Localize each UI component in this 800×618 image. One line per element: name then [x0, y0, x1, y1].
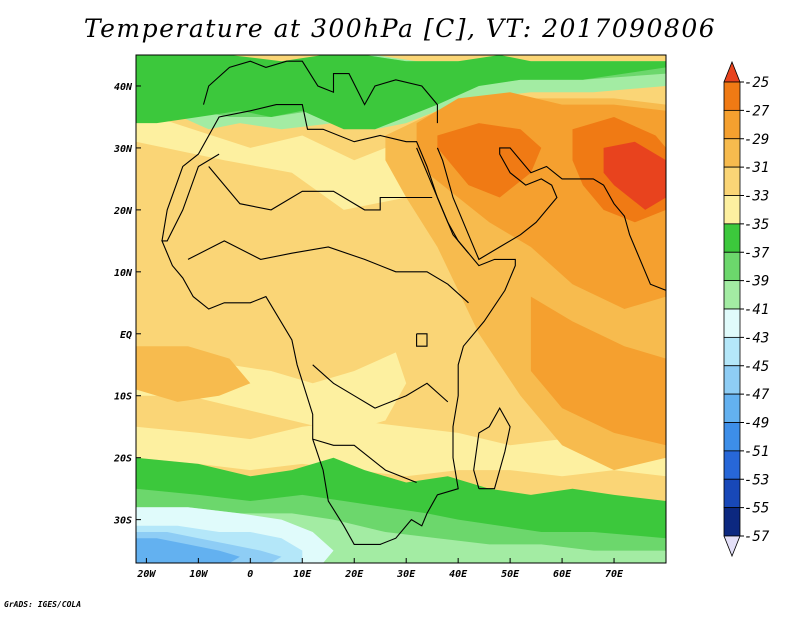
temperature-region-1 [136, 110, 417, 210]
colorbar-swatch [723, 422, 741, 452]
colorbar-swatch [723, 308, 741, 338]
colorbar-label: -41 [744, 302, 769, 318]
colorbar-swatch [723, 336, 741, 367]
x-tick-label: 40E [449, 569, 468, 580]
y-tick-label: 20N [113, 206, 133, 217]
colorbar-label: -55 [744, 501, 769, 517]
colorbar-bottom-arrow [723, 535, 741, 558]
colorbar-label: -39 [744, 274, 769, 290]
y-axis: 40N 30N 20N 10N EQ 10S 20S 30S [113, 82, 141, 527]
colorbar-swatch [723, 166, 741, 196]
colorbar-swatch [723, 280, 741, 310]
y-tick-label: 40N [114, 82, 133, 93]
colorbar-label: -29 [744, 132, 769, 148]
x-tick-label: 20W [136, 569, 156, 580]
country-borders-sa [312, 438, 417, 484]
colorbar-swatch [723, 450, 741, 480]
red-sea-west [416, 147, 469, 254]
temperature-region-20 [603, 141, 666, 210]
colorbar-label: -35 [744, 217, 769, 233]
colorbar-swatch [723, 195, 741, 225]
colorbar-label: -31 [744, 160, 769, 176]
colorbar-label: -45 [744, 359, 769, 375]
x-tick-label: 60E [553, 569, 572, 580]
colorbar-swatch [723, 507, 741, 537]
y-tick-label: EQ [120, 330, 132, 341]
x-tick-label: 50E [501, 569, 520, 580]
lake-victoria [416, 333, 428, 347]
y-tick-label: 10N [114, 268, 133, 279]
y-tick-label: 30S [113, 516, 132, 527]
colorbar-label: -57 [744, 529, 770, 545]
chart-title: Temperature at 300hPa [C], VT: 201709080… [83, 14, 717, 43]
y-tick-label: 10S [114, 392, 132, 403]
colorbar-top-arrow [723, 60, 741, 83]
x-tick-label: 20E [344, 569, 364, 580]
colorbar-label: -53 [744, 472, 769, 488]
country-borders-s [312, 364, 449, 409]
plot-frame [135, 54, 667, 564]
colorbar-label: -27 [744, 103, 770, 119]
temperature-region-4 [136, 55, 666, 130]
temperature-region-17 [530, 296, 666, 446]
temperature-region-18 [437, 123, 542, 198]
x-tick-label: 10W [189, 569, 208, 580]
x-tick-label: 0 [247, 569, 253, 580]
y-tick-label: 20S [113, 454, 132, 465]
country-borders-n [208, 166, 433, 211]
colorbar-label: -51 [744, 444, 769, 460]
colorbar-label: -25 [744, 75, 769, 91]
temperature-region-15 [136, 346, 251, 402]
country-borders-c [187, 240, 469, 304]
colorbar-swatch [723, 393, 741, 423]
colorbar-label: -43 [744, 330, 769, 346]
colorbar-swatch [723, 138, 741, 168]
temperature-region-13 [136, 538, 240, 563]
temperature-region-6 [136, 420, 666, 477]
colorbar: -25 -27 -29 -31 -33 -35 -37 -39 -41 -43 -45 -47 -49 -… [723, 60, 770, 558]
colorbar-swatch [723, 478, 741, 509]
colorbar-swatch [723, 365, 741, 395]
colorbar-label: -33 [744, 189, 769, 205]
mediterranean-north [202, 60, 438, 124]
colorbar-label: -49 [744, 416, 769, 432]
madagascar [473, 406, 511, 490]
colorbar-swatch [723, 81, 741, 111]
x-tick-label: 70E [605, 569, 624, 580]
credit-label: GrADS: IGES/COLA [4, 600, 82, 609]
colorbar-label: -37 [744, 245, 770, 261]
coastlines [161, 60, 666, 545]
arabia-coastline [436, 147, 666, 291]
africa-coastline [161, 104, 516, 545]
x-axis: 20W 10W 0 10E 20E 30E 40E 50E 60E 70E [136, 558, 624, 580]
colorbar-swatch [723, 109, 741, 140]
colorbar-label: -47 [744, 387, 770, 403]
colorbar-swatch [723, 251, 741, 282]
colorbar-swatch [723, 223, 741, 253]
x-tick-label: 10E [293, 569, 312, 580]
x-tick-label: 30E [396, 569, 416, 580]
y-tick-label: 30N [113, 144, 133, 155]
temperature-field [136, 55, 666, 563]
